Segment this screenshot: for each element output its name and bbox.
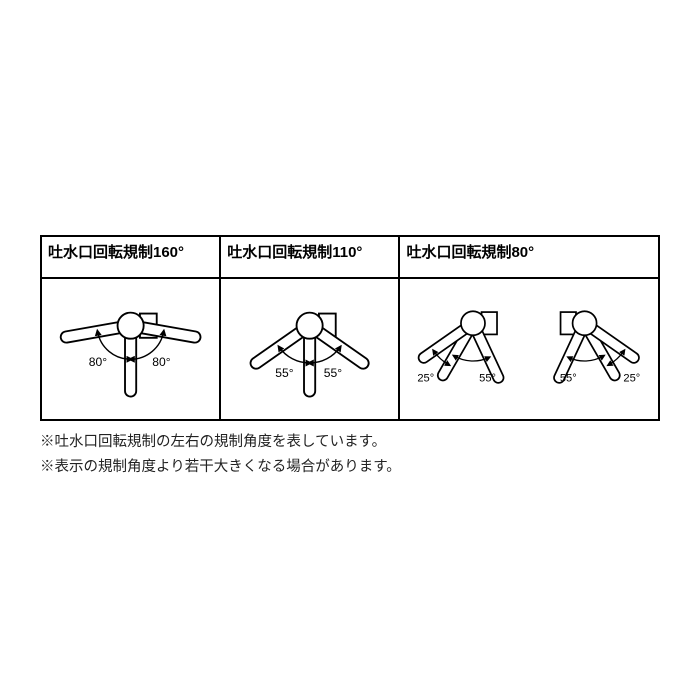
header-c110: 吐水口回転規制110° xyxy=(220,236,399,278)
svg-text:25°: 25° xyxy=(418,373,435,385)
svg-text:55°: 55° xyxy=(480,373,497,385)
footnote-2: ※表示の規制角度より若干大きくなる場合があります。 xyxy=(40,456,660,479)
svg-text:55°: 55° xyxy=(324,366,342,380)
svg-text:25°: 25° xyxy=(624,373,641,385)
header-c80: 吐水口回転規制80° xyxy=(399,236,659,278)
svg-text:55°: 55° xyxy=(275,366,293,380)
rotation-diagram: 55° 25° 55° 25° xyxy=(400,279,658,419)
rotation-diagram: 55° 55° xyxy=(221,279,398,419)
diagram-cell-c110: 55° 55° xyxy=(220,278,399,420)
rotation-diagram: 80° 80° xyxy=(42,279,219,419)
svg-text:80°: 80° xyxy=(89,355,107,369)
header-c160: 吐水口回転規制160° xyxy=(41,236,220,278)
diagram-row: 80° 80° 55° 55° 55° 25° 55° 25° xyxy=(41,278,659,420)
diagram-cell-c80: 55° 25° 55° 25° xyxy=(399,278,659,420)
header-row: 吐水口回転規制160°吐水口回転規制110°吐水口回転規制80° xyxy=(41,236,659,278)
svg-text:80°: 80° xyxy=(152,355,170,369)
footnote-1: ※吐水口回転規制の左右の規制角度を表しています。 xyxy=(40,431,660,454)
diagram-cell-c160: 80° 80° xyxy=(41,278,220,420)
svg-text:55°: 55° xyxy=(560,373,577,385)
rotation-spec-panel: 吐水口回転規制160°吐水口回転規制110°吐水口回転規制80° 80° 80° 5… xyxy=(40,235,660,481)
rotation-spec-table: 吐水口回転規制160°吐水口回転規制110°吐水口回転規制80° 80° 80° 5… xyxy=(40,235,660,421)
footnotes: ※吐水口回転規制の左右の規制角度を表しています。 ※表示の規制角度より若干大きく… xyxy=(40,431,660,479)
